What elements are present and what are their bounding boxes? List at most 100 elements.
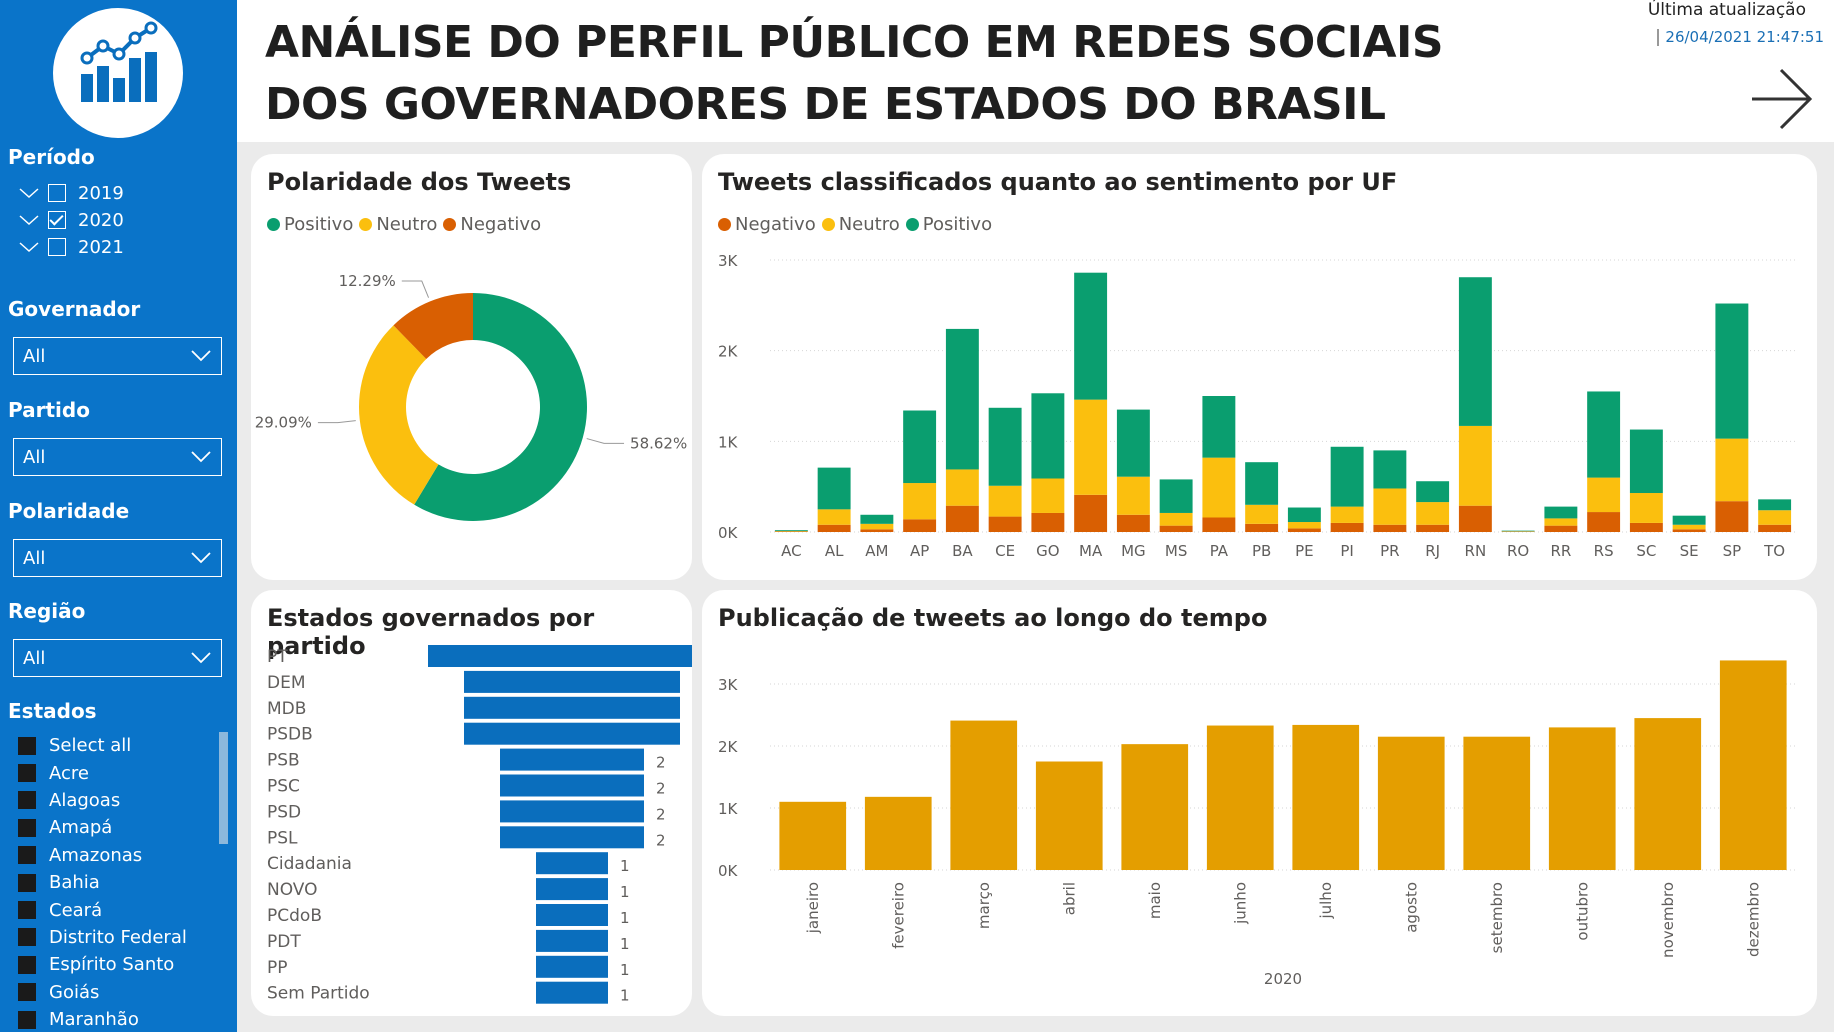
- bar-segment: [774, 530, 808, 532]
- governor-title: Governador: [8, 297, 141, 321]
- legend: Positivo Neutro Negativo: [267, 214, 547, 235]
- state-item[interactable]: Amapá: [18, 814, 218, 841]
- party-bar: [500, 826, 644, 849]
- x-tick-label: MA: [1079, 542, 1103, 560]
- legend-item-neutral[interactable]: Neutro: [359, 214, 437, 235]
- checkbox[interactable]: [18, 1010, 36, 1029]
- bar-segment: [1544, 506, 1578, 519]
- data-label: 2: [656, 754, 666, 772]
- x-tick-label: PI: [1340, 542, 1353, 560]
- polarity-dropdown[interactable]: All: [13, 539, 222, 577]
- dropdown-value: All: [23, 547, 46, 569]
- bar-segment: [988, 485, 1022, 517]
- governor-dropdown[interactable]: All: [13, 337, 222, 375]
- period-label: 2019: [78, 182, 124, 204]
- category-label: PT: [267, 647, 288, 667]
- bar-segment: [903, 483, 937, 520]
- checkbox[interactable]: [18, 736, 36, 755]
- checkbox[interactable]: [18, 955, 36, 974]
- state-item[interactable]: Espírito Santo: [18, 951, 218, 978]
- checkbox[interactable]: [18, 846, 36, 865]
- page-title-line1: ANÁLISE DO PERFIL PÚBLICO EM REDES SOCIA…: [265, 17, 1444, 68]
- bar-segment: [1629, 493, 1663, 523]
- uf-sentiment-panel: Tweets classificados quanto ao sentiment…: [702, 154, 1817, 580]
- party-bar: [536, 929, 608, 952]
- party-bar: [536, 981, 608, 1004]
- state-label: Select all: [49, 735, 132, 757]
- category-label: PP: [267, 958, 288, 978]
- legend-dot: [718, 218, 731, 231]
- x-tick-label: RR: [1550, 542, 1571, 560]
- state-item[interactable]: Acre: [18, 759, 218, 786]
- party-bar: [500, 800, 644, 823]
- bar-segment: [1074, 399, 1108, 495]
- x-tick-label: PA: [1210, 542, 1229, 560]
- bar-segment: [1587, 512, 1621, 532]
- chevron-down-icon: [191, 652, 211, 664]
- x-tick-label: agosto: [1402, 882, 1420, 933]
- bar-segment: [1202, 517, 1236, 532]
- chevron-down-icon[interactable]: [18, 186, 40, 200]
- state-label: Distrito Federal: [49, 926, 187, 948]
- state-item[interactable]: Distrito Federal: [18, 924, 218, 951]
- scrollbar[interactable]: [219, 732, 228, 844]
- checkbox[interactable]: [18, 983, 36, 1002]
- checkbox-checked[interactable]: [48, 211, 66, 229]
- checkbox[interactable]: [18, 764, 36, 783]
- party-dropdown[interactable]: All: [13, 438, 222, 476]
- checkbox[interactable]: [48, 184, 66, 202]
- period-2019-item[interactable]: 2019: [18, 181, 124, 205]
- state-item[interactable]: Amazonas: [18, 842, 218, 869]
- legend-item-negative[interactable]: Negativo: [718, 214, 816, 235]
- bar-segment: [1116, 409, 1150, 477]
- state-item[interactable]: Bahia: [18, 869, 218, 896]
- period-2020-item[interactable]: 2020: [18, 208, 124, 232]
- region-dropdown[interactable]: All: [13, 639, 222, 677]
- legend-dot: [267, 218, 280, 231]
- checkbox[interactable]: [18, 928, 36, 947]
- last-update-time: 26/04/2021 21:47:51: [1665, 28, 1824, 46]
- legend-item-negative[interactable]: Negativo: [443, 214, 541, 235]
- month-bar: [864, 796, 932, 870]
- arrow-right-icon[interactable]: [1749, 64, 1815, 130]
- bar-segment: [903, 410, 937, 484]
- bar-segment: [1116, 514, 1150, 532]
- category-label: Cidadania: [267, 854, 352, 874]
- bar-segment: [1074, 494, 1108, 532]
- chevron-down-icon[interactable]: [18, 213, 40, 227]
- data-label: 1: [620, 961, 630, 979]
- state-item[interactable]: Goiás: [18, 979, 218, 1006]
- bar-segment: [817, 524, 851, 532]
- checkbox[interactable]: [18, 791, 36, 810]
- period-2021-item[interactable]: 2021: [18, 235, 124, 259]
- x-tick-label: junho: [1231, 882, 1249, 925]
- x-tick-label: TO: [1763, 542, 1785, 560]
- x-tick-label: AP: [910, 542, 929, 560]
- legend-item-positive[interactable]: Positivo: [267, 214, 353, 235]
- x-tick-label: CE: [995, 542, 1015, 560]
- legend-item-neutral[interactable]: Neutro: [821, 214, 900, 235]
- checkbox[interactable]: [48, 238, 66, 256]
- state-item[interactable]: Select all: [18, 732, 218, 759]
- state-item[interactable]: Alagoas: [18, 787, 218, 814]
- data-label: 1: [620, 987, 630, 1005]
- state-label: Goiás: [49, 981, 100, 1003]
- bar-segment: [1715, 303, 1749, 439]
- x-tick-label: AL: [825, 542, 844, 560]
- legend-item-positive[interactable]: Positivo: [905, 214, 992, 235]
- state-item[interactable]: Maranhão: [18, 1006, 218, 1032]
- checkbox[interactable]: [18, 873, 36, 892]
- state-item[interactable]: Ceará: [18, 896, 218, 923]
- state-label: Espírito Santo: [49, 954, 175, 976]
- legend-dot: [821, 218, 835, 231]
- data-label: 2: [656, 831, 666, 849]
- x-tick-label: SE: [1680, 542, 1699, 560]
- party-title: Partido: [8, 398, 90, 422]
- bar-segment: [860, 529, 894, 532]
- panel-title: Publicação de tweets ao longo do tempo: [718, 604, 1268, 632]
- checkbox[interactable]: [18, 901, 36, 920]
- checkbox[interactable]: [18, 818, 36, 837]
- x-tick-label: PB: [1252, 542, 1271, 560]
- chevron-down-icon[interactable]: [18, 240, 40, 254]
- x-tick-label: SP: [1723, 542, 1742, 560]
